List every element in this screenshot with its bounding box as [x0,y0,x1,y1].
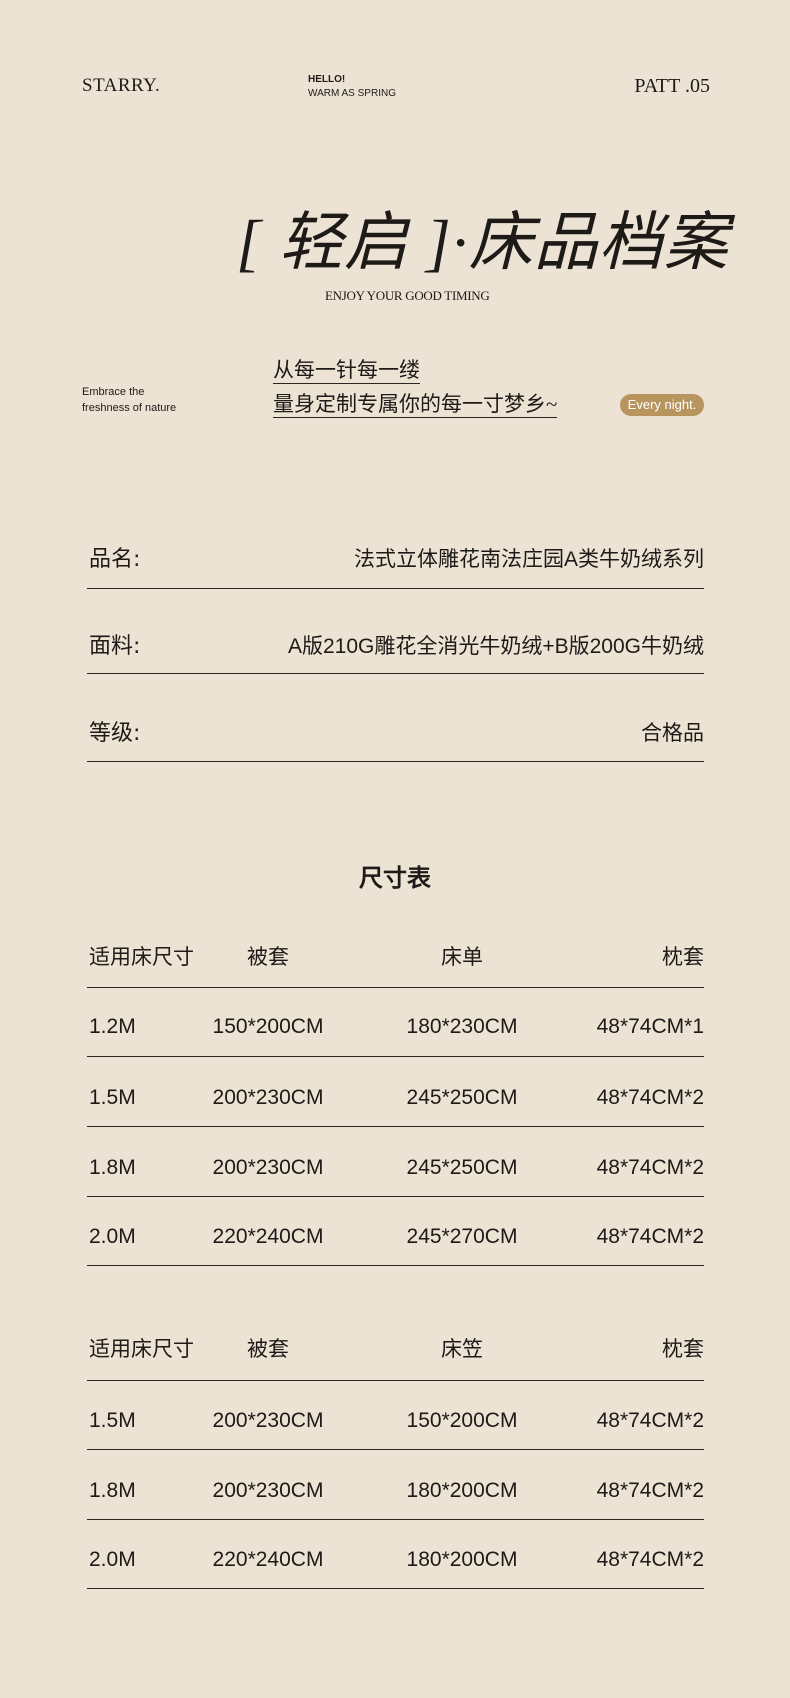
info-label-grade: 等级: [89,721,141,746]
cell-duvet: 150*200CM [212,1015,324,1038]
table-row: 1.8M 200*230CM 245*250CM 48*74CM*2 [87,1153,704,1183]
divider [87,588,704,589]
cell-bed-size: 1.2M [89,1015,136,1038]
cell-duvet: 220*240CM [212,1548,324,1571]
cell-sheet: 245*250CM [406,1156,518,1179]
every-night-badge: Every night. [620,394,704,416]
header-cell: 被套 [247,946,289,969]
divider [87,1380,704,1381]
table-row: 1.5M 200*230CM 150*200CM 48*74CM*2 [87,1406,704,1436]
divider [87,1449,704,1450]
cell-pillowcase: 48*74CM*2 [596,1409,704,1432]
header-cell: 适用床尺寸 [89,1338,194,1361]
cell-sheet: 180*200CM [406,1479,518,1502]
table-header-row: 适用床尺寸 被套 床单 枕套 [87,943,704,973]
divider [87,1056,704,1057]
cell-sheet: 180*200CM [406,1548,518,1571]
cell-duvet: 220*240CM [212,1225,324,1248]
cell-bed-size: 1.8M [89,1156,136,1179]
cell-bed-size: 1.5M [89,1409,136,1432]
header-cell: 适用床尺寸 [89,946,194,969]
cell-bed-size: 2.0M [89,1225,136,1248]
table-row: 1.2M 150*200CM 180*230CM 48*74CM*1 [87,1012,704,1042]
table-header-row: 适用床尺寸 被套 床笠 枕套 [87,1335,704,1365]
divider [87,1265,704,1266]
divider [87,1196,704,1197]
table-row: 1.8M 200*230CM 180*200CM 48*74CM*2 [87,1476,704,1506]
table-row: 2.0M 220*240CM 245*270CM 48*74CM*2 [87,1222,704,1252]
header-cell: 床笠 [441,1338,483,1361]
cell-sheet: 150*200CM [406,1409,518,1432]
info-value-grade: 合格品 [641,722,704,745]
page-subtitle: ENJOY YOUR GOOD TIMING [325,288,490,303]
info-value-fabric: A版210G雕花全消光牛奶绒+B版200G牛奶绒 [287,635,704,658]
divider [87,1126,704,1127]
info-label-fabric: 面料: [89,634,141,659]
tagline-text: WARM AS SPRING [308,88,396,99]
freshness-text: freshness of nature [82,402,177,414]
cell-pillowcase: 48*74CM*2 [596,1086,704,1109]
cell-pillowcase: 48*74CM*2 [596,1548,704,1571]
cell-pillowcase: 48*74CM*1 [596,1015,704,1038]
hello-text: HELLO! [308,74,346,85]
cell-pillowcase: 48*74CM*2 [596,1479,704,1502]
cell-sheet: 180*230CM [406,1015,518,1038]
table-row: 2.0M 220*240CM 180*200CM 48*74CM*2 [87,1545,704,1575]
cell-duvet: 200*230CM [212,1409,324,1432]
header-cell: 床单 [441,946,483,969]
cell-bed-size: 1.5M [89,1086,136,1109]
cell-pillowcase: 48*74CM*2 [596,1156,704,1179]
info-value-name: 法式立体雕花南法庄园A类牛奶绒系列 [353,548,704,571]
divider [87,761,704,762]
cell-bed-size: 2.0M [89,1548,136,1571]
divider [87,1519,704,1520]
header-cell: 枕套 [662,1338,704,1361]
page-title: [ 轻启 ]·床品档案 [236,207,729,278]
brand-logo: STARRY. [82,75,161,96]
cell-duvet: 200*230CM [212,1479,324,1502]
embrace-text: Embrace the [82,386,145,398]
cell-sheet: 245*250CM [406,1086,518,1109]
header-cell: 被套 [247,1338,289,1361]
cell-sheet: 245*270CM [406,1225,518,1248]
cell-duvet: 200*230CM [212,1156,324,1179]
cell-duvet: 200*230CM [212,1086,324,1109]
table-row: 1.5M 200*230CM 245*250CM 48*74CM*2 [87,1083,704,1113]
divider [87,673,704,674]
slogan-line-1: 从每一针每一缕 [273,358,420,384]
header-cell: 枕套 [662,946,704,969]
cell-pillowcase: 48*74CM*2 [596,1225,704,1248]
divider [87,1588,704,1589]
pattern-label: PATT .05 [634,75,710,97]
slogan-line-2: 量身定制专属你的每一寸梦乡~ [273,392,558,418]
info-label-name: 品名: [89,547,141,572]
divider [87,987,704,988]
cell-bed-size: 1.8M [89,1479,136,1502]
size-table-title: 尺寸表 [359,864,431,892]
